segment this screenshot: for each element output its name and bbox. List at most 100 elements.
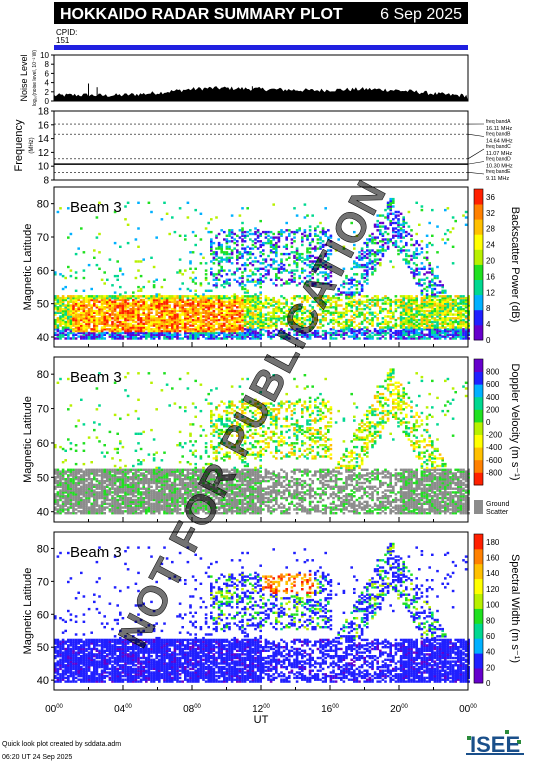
power-cell <box>254 241 257 245</box>
power-cell <box>134 298 138 302</box>
power-cell <box>269 335 273 338</box>
velocity-cell <box>77 476 80 479</box>
power-cell <box>436 225 439 228</box>
power-cell <box>204 298 208 302</box>
power-cell <box>347 335 351 338</box>
noise-ylabel-sub: log₁₀(noise level, 10⁻² W) <box>32 50 38 106</box>
power-cell <box>233 326 236 329</box>
power-cell <box>124 313 127 316</box>
power-cell <box>269 243 273 247</box>
power-cell <box>173 313 177 316</box>
power-cell <box>100 320 104 324</box>
power-cell <box>308 309 312 313</box>
power-cell <box>360 307 364 311</box>
power-cell <box>108 306 112 309</box>
power-cell <box>119 302 122 305</box>
power-cell <box>454 298 457 302</box>
power-cell <box>277 300 281 303</box>
power-cell <box>142 302 145 305</box>
power-cell <box>199 315 203 318</box>
power-cell <box>90 317 93 320</box>
power-cell <box>181 282 184 285</box>
power-cell <box>197 302 200 305</box>
power-cell <box>282 252 286 256</box>
power-cell <box>246 329 249 333</box>
power-cell <box>217 331 221 335</box>
power-cell <box>82 333 86 336</box>
power-cell <box>111 337 114 340</box>
power-cell <box>80 307 83 311</box>
power-cell <box>215 317 218 320</box>
power-cell <box>282 329 286 333</box>
power-cell <box>210 249 213 252</box>
velocity-cell <box>59 377 62 381</box>
power-cell <box>249 333 252 336</box>
power-cell <box>410 234 413 237</box>
power-cell <box>379 306 382 309</box>
power-cell <box>301 311 304 314</box>
power-cell <box>272 300 275 303</box>
power-cell <box>350 300 353 303</box>
power-cell <box>295 317 299 320</box>
velocity-cell <box>69 512 73 515</box>
power-cell <box>137 227 140 230</box>
power-cell <box>116 313 119 316</box>
power-cell <box>152 331 156 335</box>
power-cell <box>61 304 65 307</box>
power-cell <box>251 304 255 307</box>
power-cell <box>306 337 309 340</box>
power-cell <box>366 298 369 302</box>
power-cell <box>67 309 70 313</box>
power-cell <box>220 318 223 322</box>
power-cell <box>80 300 83 303</box>
power-cell <box>410 238 413 241</box>
power-cell <box>384 326 387 329</box>
power-cell <box>126 306 130 309</box>
power-cell <box>173 300 177 303</box>
velocity-cell <box>67 474 70 477</box>
power-cell <box>295 265 299 269</box>
power-cell <box>431 287 434 291</box>
power-cell <box>288 252 291 256</box>
power-cell <box>173 333 177 336</box>
power-cell <box>217 326 221 329</box>
power-cell <box>132 337 135 340</box>
power-cell <box>126 241 130 245</box>
power-cell <box>212 331 216 335</box>
power-colorbar-swatch <box>474 219 483 235</box>
power-cell <box>269 241 273 245</box>
power-cell <box>54 324 57 327</box>
power-cell <box>236 331 239 335</box>
power-cell <box>64 309 67 313</box>
power-cell <box>113 307 117 311</box>
power-cell <box>181 318 184 322</box>
power-cell <box>277 315 281 318</box>
power-cell <box>111 313 114 316</box>
power-cell <box>199 302 203 305</box>
power-cell <box>150 315 153 318</box>
power-cell <box>116 333 119 336</box>
velocity-cell <box>87 436 91 439</box>
velocity-cell <box>77 468 80 471</box>
power-cell <box>394 234 398 237</box>
power-cell <box>64 307 67 311</box>
power-cell <box>165 318 169 322</box>
velocity-cell <box>98 423 101 426</box>
power-cell <box>236 326 239 329</box>
power-cell <box>163 326 166 329</box>
power-cell <box>168 331 171 335</box>
power-cell <box>243 317 247 320</box>
power-cell <box>428 271 431 274</box>
power-cell <box>366 262 369 265</box>
power-cell <box>267 317 270 320</box>
power-cell <box>173 331 177 335</box>
power-cell <box>165 311 169 314</box>
power-cell <box>204 227 208 230</box>
power-cell <box>184 328 187 331</box>
power-cell <box>277 269 281 272</box>
power-cell <box>233 247 236 250</box>
power-cell <box>215 296 218 300</box>
power-cell <box>392 324 395 327</box>
velocity-cell <box>56 381 60 384</box>
power-cell <box>376 329 379 333</box>
